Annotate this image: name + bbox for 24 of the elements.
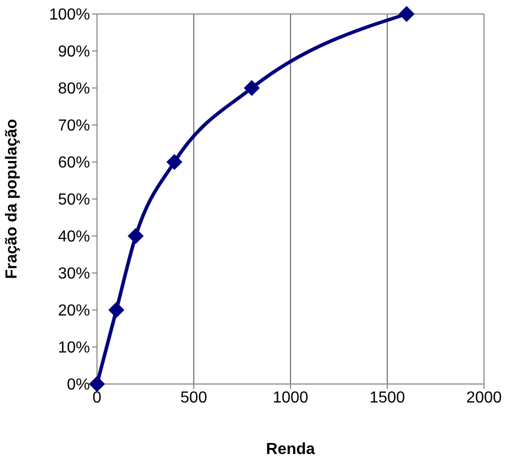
x-tick-label: 2000: [466, 389, 502, 406]
x-axis-title: Renda: [266, 441, 316, 458]
y-tick-label: 60%: [58, 154, 90, 172]
point: [128, 228, 144, 244]
x-tick-label: 1000: [272, 389, 308, 406]
y-tick-label: 90%: [58, 44, 90, 61]
point: [244, 80, 260, 96]
x-tick-label: 0: [92, 389, 102, 406]
y-tick-label: 0%: [66, 376, 90, 394]
y-tick-label: 40%: [58, 228, 90, 246]
point: [166, 154, 182, 170]
y-axis-title: Fração da população: [4, 118, 21, 280]
y-tick-label: 70%: [58, 118, 90, 135]
y-tick-label: 100%: [49, 6, 90, 24]
y-tick-label: 50%: [58, 192, 90, 209]
point: [108, 302, 124, 318]
point: [89, 376, 105, 392]
y-tick-label: 80%: [58, 80, 90, 98]
y-tick-label: 20%: [58, 302, 90, 320]
point: [398, 6, 415, 22]
x-tick-label: 500: [180, 389, 208, 406]
y-tick-label: 10%: [58, 340, 90, 357]
y-tick-label: 30%: [58, 266, 90, 283]
x-tick-label: 1500: [369, 389, 406, 406]
